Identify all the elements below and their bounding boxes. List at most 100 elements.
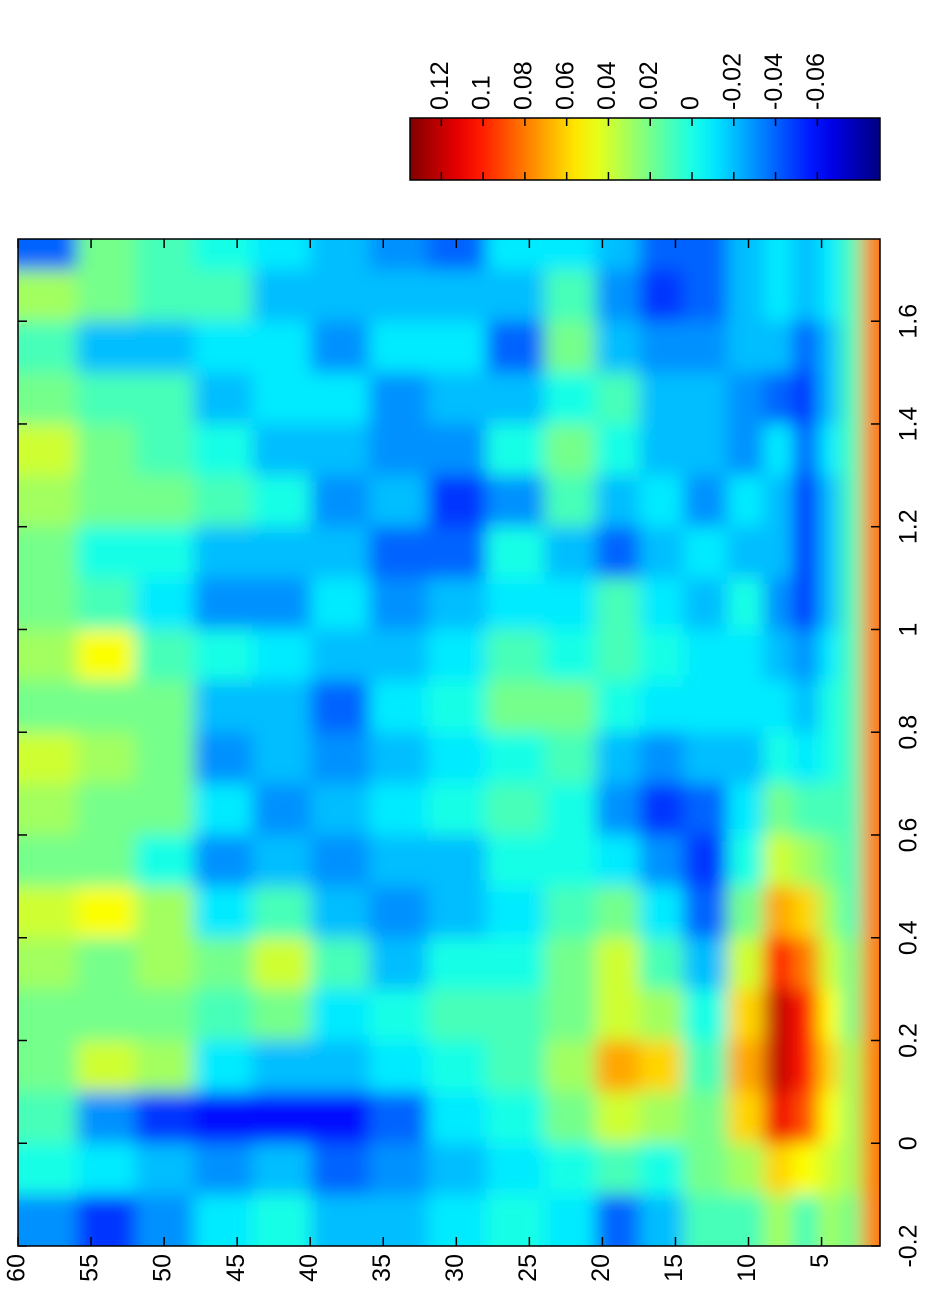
heatmap-cell xyxy=(368,628,428,681)
heatmap-cell xyxy=(682,269,728,322)
heatmap-cell xyxy=(792,474,819,527)
heatmap-cell xyxy=(76,474,136,527)
heatmap-cell xyxy=(726,731,764,784)
heatmap-cell xyxy=(817,577,841,630)
heatmap-cell xyxy=(485,885,545,938)
heatmap-cell xyxy=(427,783,487,835)
heatmap-cell xyxy=(792,731,819,784)
heatmap-cell xyxy=(310,239,370,270)
heatmap-cell xyxy=(368,320,428,373)
heatmap-cell xyxy=(368,423,428,476)
heatmap-cell xyxy=(134,834,194,887)
heatmap-cell xyxy=(134,988,194,1041)
heatmap-cell xyxy=(251,320,311,373)
heatmap-cell xyxy=(368,1091,428,1144)
heatmap-cell xyxy=(251,526,311,579)
heatmap-cell xyxy=(682,783,728,835)
heatmap-cell xyxy=(817,372,841,424)
heatmap-cell xyxy=(134,1091,194,1144)
heatmap-cell xyxy=(543,423,596,476)
heatmap-cell xyxy=(682,372,728,424)
heatmap-cell xyxy=(251,1194,311,1246)
heatmap-cell xyxy=(485,269,545,322)
heatmap-cell xyxy=(485,526,545,579)
heatmap-cell xyxy=(18,423,77,476)
plot-area xyxy=(18,239,880,1246)
heatmap-cell xyxy=(251,577,311,630)
heatmap-cell xyxy=(638,680,684,733)
heatmap-cell xyxy=(638,320,684,373)
heatmap-cell xyxy=(368,1039,428,1092)
colorbar-tick-label: 0 xyxy=(677,96,705,110)
heatmap-cell xyxy=(18,320,77,373)
heatmap-cell xyxy=(682,474,728,527)
heatmap-cell xyxy=(76,731,136,784)
heatmap-cell xyxy=(861,1194,880,1246)
heatmap-cell xyxy=(682,577,728,630)
heatmap-cell xyxy=(638,526,684,579)
heatmap-cell xyxy=(310,269,370,322)
heatmap xyxy=(18,239,880,1246)
heatmap-cell xyxy=(763,1039,793,1092)
heatmap-cell xyxy=(18,372,77,424)
heatmap-cell xyxy=(638,372,684,424)
heatmap-cell xyxy=(595,937,640,990)
heatmap-cell xyxy=(792,885,819,938)
heatmap-cell xyxy=(193,474,253,527)
heatmap-cell xyxy=(134,372,194,424)
heatmap-cell xyxy=(485,680,545,733)
heatmap-cell xyxy=(543,834,596,887)
heatmap-cell xyxy=(726,628,764,681)
heatmap-cell xyxy=(817,320,841,373)
heatmap-cell xyxy=(18,269,77,322)
heatmap-cell xyxy=(193,680,253,733)
heatmap-cell xyxy=(18,937,77,990)
heatmap-cell xyxy=(18,1091,77,1144)
heatmap-cell xyxy=(251,1142,311,1195)
heatmap-cell xyxy=(427,577,487,630)
heatmap-cell xyxy=(861,320,880,373)
heatmap-cell xyxy=(792,239,819,270)
heatmap-cell xyxy=(368,1194,428,1246)
heatmap-cell xyxy=(839,680,863,733)
heatmap-cell xyxy=(792,783,819,835)
heatmap-cell xyxy=(485,372,545,424)
heatmap-cell xyxy=(595,1142,640,1195)
heatmap-cell xyxy=(792,988,819,1041)
heatmap-cell xyxy=(792,423,819,476)
heatmap-cell xyxy=(368,937,428,990)
heatmap-cell xyxy=(485,474,545,527)
heatmap-cell xyxy=(368,834,428,887)
heatmap-cell xyxy=(726,885,764,938)
heatmap-cell xyxy=(18,834,77,887)
heatmap-cell xyxy=(763,1091,793,1144)
heatmap-cell xyxy=(726,372,764,424)
heatmap-cell xyxy=(763,423,793,476)
heatmap-cell xyxy=(817,834,841,887)
heatmap-cell xyxy=(427,937,487,990)
heatmap-cell xyxy=(485,937,545,990)
heatmap-cell xyxy=(861,731,880,784)
heatmap-cell xyxy=(76,1039,136,1092)
heatmap-cell xyxy=(543,1142,596,1195)
heatmap-cell xyxy=(861,1039,880,1092)
heatmap-cell xyxy=(368,731,428,784)
heatmap-cell xyxy=(18,577,77,630)
heatmap-cell xyxy=(485,423,545,476)
heatmap-cell xyxy=(76,526,136,579)
heatmap-cell xyxy=(310,1039,370,1092)
heatmap-cell xyxy=(543,885,596,938)
heatmap-cell xyxy=(543,731,596,784)
heatmap-cell xyxy=(638,1039,684,1092)
heatmap-cell xyxy=(427,988,487,1041)
heatmap-cell xyxy=(368,988,428,1041)
heatmap-cell xyxy=(18,1142,77,1195)
heatmap-cell xyxy=(595,423,640,476)
heatmap-cell xyxy=(682,1142,728,1195)
heatmap-cell xyxy=(595,239,640,270)
heatmap-cell xyxy=(485,783,545,835)
colorbar-tick-label: 0.08 xyxy=(509,61,537,110)
heatmap-cell xyxy=(193,988,253,1041)
heatmap-cell xyxy=(368,577,428,630)
